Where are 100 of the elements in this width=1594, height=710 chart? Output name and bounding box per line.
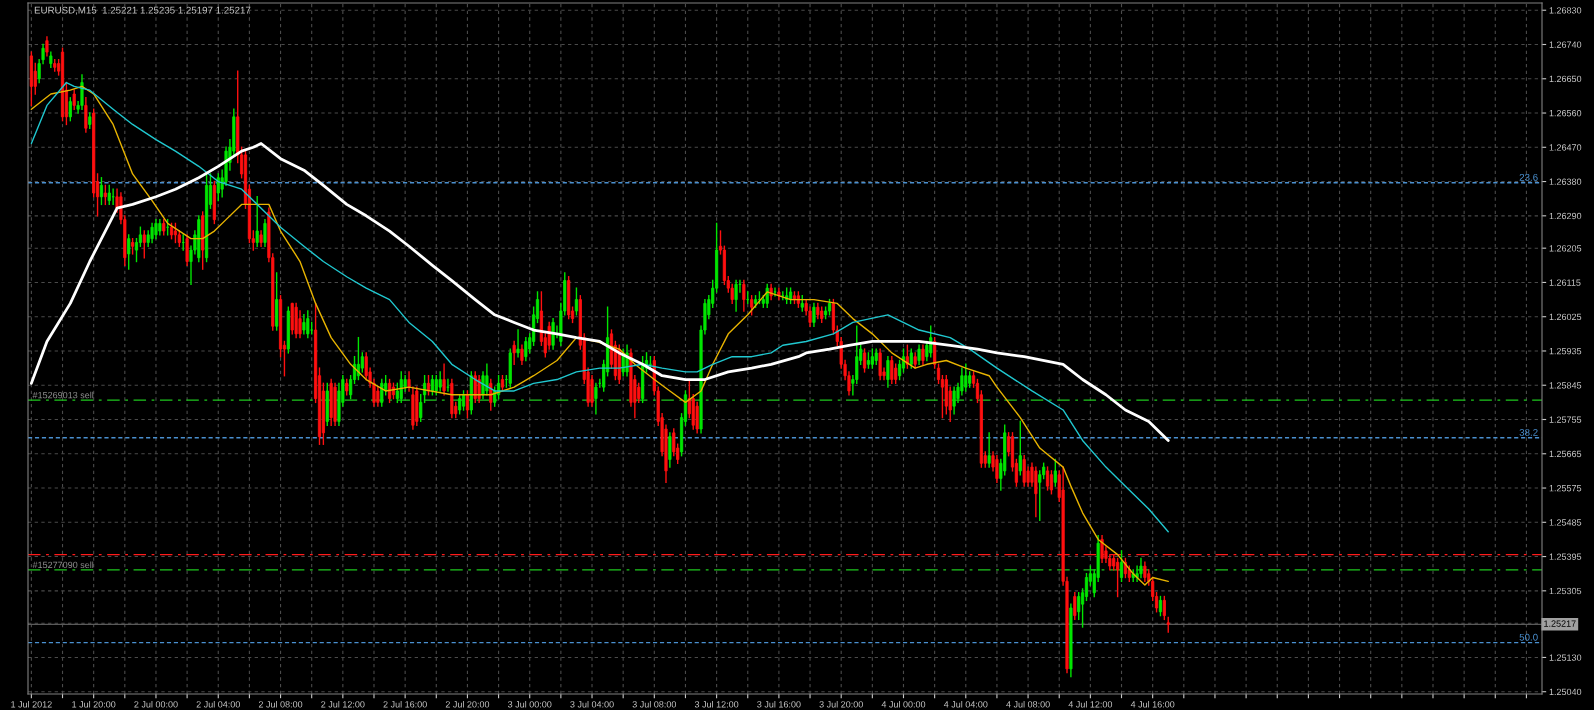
candlestick xyxy=(216,173,220,202)
candlestick xyxy=(477,375,481,404)
candlestick xyxy=(936,363,941,385)
chart-title: EURUSD,M15 1.25221 1.25235 1.25197 1.25217 xyxy=(34,6,251,15)
candlestick xyxy=(773,287,777,297)
candlestick xyxy=(103,184,107,206)
candlestick xyxy=(909,348,913,369)
y-tick-label: 1.25040 xyxy=(1549,688,1582,696)
x-tick-label: 1 Jul 2012 xyxy=(11,700,52,708)
candlestick xyxy=(894,363,898,385)
candlestick xyxy=(154,218,158,240)
x-tick-label: 2 Jul 12:00 xyxy=(321,700,365,708)
candlestick xyxy=(862,348,867,373)
y-tick-label: 1.25755 xyxy=(1549,416,1582,423)
x-tick-label: 2 Jul 04:00 xyxy=(196,700,240,708)
candlestick xyxy=(426,375,431,396)
candlestick xyxy=(1162,595,1166,621)
y-tick-label: 1.26025 xyxy=(1549,313,1582,321)
annotation: 23.6 xyxy=(1519,173,1538,181)
ref-line-label: #15277090 sell xyxy=(32,561,94,569)
ref-line-label: 1.25217 xyxy=(1544,620,1576,627)
y-tick-label: 1.26205 xyxy=(1549,245,1582,252)
candlestick xyxy=(399,371,403,404)
candlestick xyxy=(263,218,267,247)
candlestick xyxy=(306,310,310,339)
candlestick xyxy=(1158,595,1163,617)
x-tick-label: 1 Jul 20:00 xyxy=(72,700,116,708)
candlestick xyxy=(1100,534,1104,563)
ref-line-label: #15269013 sell xyxy=(32,391,94,399)
y-tick-label: 1.25575 xyxy=(1549,485,1582,492)
candlestick xyxy=(442,363,446,396)
y-tick-label: 1.25130 xyxy=(1549,654,1582,661)
y-tick-label: 1.25935 xyxy=(1549,347,1582,355)
candlestick xyxy=(1119,550,1124,583)
candlestick xyxy=(668,432,672,468)
candlestick xyxy=(551,317,555,350)
candlestick xyxy=(886,355,890,388)
y-tick-label: 1.26650 xyxy=(1549,75,1582,83)
y-tick-label: 1.26115 xyxy=(1549,279,1581,286)
candlestick xyxy=(524,336,528,362)
candlestick xyxy=(890,355,894,385)
candlestick xyxy=(138,226,142,247)
candlestick xyxy=(1143,561,1147,583)
x-tick-label: 3 Jul 04:00 xyxy=(570,700,614,708)
candlestick xyxy=(45,36,49,57)
candlestick xyxy=(812,302,816,327)
candlestick xyxy=(127,234,131,270)
candlestick xyxy=(446,378,450,392)
candlestick xyxy=(734,279,738,312)
x-tick-label: 3 Jul 12:00 xyxy=(694,700,739,708)
candlestick xyxy=(107,184,111,206)
candlestick xyxy=(434,375,438,396)
annotation: 50.0 xyxy=(1519,633,1538,641)
y-tick-label: 1.26740 xyxy=(1549,41,1582,48)
x-tick-label: 4 Jul 08:00 xyxy=(1006,700,1050,708)
y-tick-label: 1.25665 xyxy=(1549,450,1582,458)
x-tick-label: 2 Jul 20:00 xyxy=(445,700,490,708)
candlestick xyxy=(1018,420,1022,476)
x-tick-label: 3 Jul 00:00 xyxy=(507,700,552,708)
candlestick xyxy=(1139,557,1143,579)
y-tick-label: 1.26290 xyxy=(1549,212,1582,220)
candlestick xyxy=(150,222,154,244)
x-tick-label: 3 Jul 20:00 xyxy=(819,700,863,708)
annotation: 38.2 xyxy=(1519,428,1538,436)
candlestick xyxy=(995,454,999,484)
candlestick xyxy=(395,382,399,404)
y-tick-label: 1.25485 xyxy=(1549,519,1582,526)
candlestick xyxy=(1116,557,1120,598)
candlestick xyxy=(878,348,882,381)
x-tick-label: 3 Jul 08:00 xyxy=(632,700,677,708)
y-tick-label: 1.26470 xyxy=(1549,144,1582,151)
candlestick xyxy=(302,314,306,335)
candlestick xyxy=(777,287,781,301)
candlestick xyxy=(964,363,968,392)
candlestick xyxy=(1022,454,1026,487)
x-tick-label: 4 Jul 04:00 xyxy=(943,700,988,708)
candlestick xyxy=(84,97,88,133)
candlestick xyxy=(594,382,598,415)
candlestick xyxy=(952,386,956,415)
candlestick xyxy=(298,310,302,339)
candlestick xyxy=(574,287,579,316)
candlestick xyxy=(520,344,524,365)
candlestick xyxy=(134,237,139,263)
x-tick-label: 2 Jul 00:00 xyxy=(134,700,178,708)
candlestick xyxy=(376,386,380,407)
candlestick xyxy=(380,378,384,407)
candlestick xyxy=(185,234,189,267)
candlestick xyxy=(489,378,493,411)
candlestick xyxy=(438,371,442,392)
x-tick-label: 2 Jul 16:00 xyxy=(383,700,427,708)
candlestick xyxy=(485,363,489,396)
candlestick xyxy=(142,230,146,259)
candlestick xyxy=(80,74,84,110)
x-tick-label: 4 Jul 16:00 xyxy=(1130,700,1175,708)
y-tick-label: 1.26830 xyxy=(1549,7,1582,14)
candlestick xyxy=(870,348,874,369)
candlestick xyxy=(929,325,933,358)
candlestick xyxy=(898,359,902,381)
candlestick xyxy=(173,222,178,244)
candlestick xyxy=(1049,470,1054,495)
